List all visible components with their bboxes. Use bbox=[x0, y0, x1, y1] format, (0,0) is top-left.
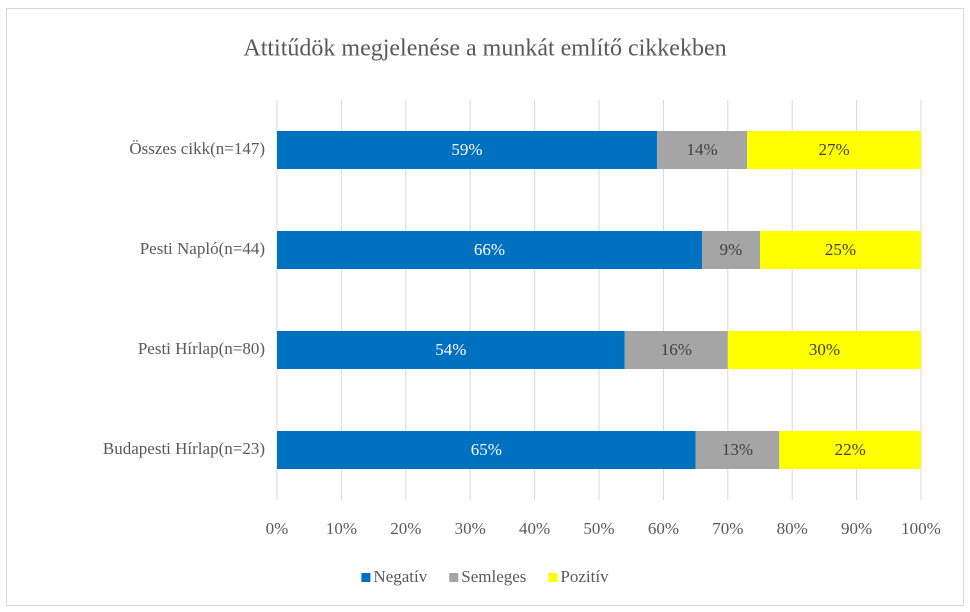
x-tick-label: 90% bbox=[841, 519, 872, 538]
x-tick-label: 50% bbox=[583, 519, 614, 538]
value-label: 13% bbox=[722, 440, 753, 459]
y-tick-label: Összes cikk(n=147) bbox=[129, 139, 265, 158]
value-label: 16% bbox=[661, 340, 692, 359]
value-label: 27% bbox=[818, 140, 849, 159]
x-tick-label: 20% bbox=[390, 519, 421, 538]
x-tick-label: 60% bbox=[648, 519, 679, 538]
bar-segment bbox=[760, 231, 921, 269]
value-label: 59% bbox=[451, 140, 482, 159]
bar-segment bbox=[779, 431, 921, 469]
y-tick-label: Pesti Hírlap(n=80) bbox=[138, 339, 265, 358]
value-label: 54% bbox=[435, 340, 466, 359]
legend-swatch bbox=[361, 573, 371, 582]
legend-label: Negatív bbox=[373, 567, 427, 586]
x-tick-label: 10% bbox=[326, 519, 357, 538]
legend-label: Semleges bbox=[461, 567, 526, 586]
legend-swatch bbox=[449, 573, 459, 582]
bar-segment bbox=[277, 431, 696, 469]
x-tick-label: 80% bbox=[777, 519, 808, 538]
y-tick-label: Budapesti Hírlap(n=23) bbox=[103, 439, 265, 458]
bar-segment bbox=[277, 131, 657, 169]
value-label: 65% bbox=[471, 440, 502, 459]
legend-swatch bbox=[548, 573, 558, 582]
value-label: 30% bbox=[809, 340, 840, 359]
bar-segment bbox=[727, 331, 921, 369]
chart-title: Attitűdök megjelenése a munkát említő ci… bbox=[243, 36, 726, 62]
x-tick-label: 30% bbox=[455, 519, 486, 538]
x-tick-label: 40% bbox=[519, 519, 550, 538]
x-tick-label: 100% bbox=[901, 519, 941, 538]
bar-segment bbox=[695, 431, 780, 469]
value-label: 14% bbox=[686, 140, 717, 159]
bar-segment bbox=[624, 331, 728, 369]
legend-label: Pozitív bbox=[560, 567, 609, 586]
bar-segment bbox=[747, 131, 921, 169]
x-tick-label: 0% bbox=[266, 519, 289, 538]
x-tick-label: 70% bbox=[712, 519, 743, 538]
value-label: 22% bbox=[835, 440, 866, 459]
y-tick-label: Pesti Napló(n=44) bbox=[140, 239, 265, 258]
bar-segment bbox=[656, 131, 748, 169]
value-label: 25% bbox=[825, 240, 856, 259]
bar-segment bbox=[702, 231, 760, 269]
bar-segment bbox=[277, 331, 625, 369]
value-label: 66% bbox=[474, 240, 505, 259]
value-label: 9% bbox=[720, 240, 743, 259]
chart-border bbox=[6, 8, 964, 606]
bar-segment bbox=[277, 231, 703, 269]
